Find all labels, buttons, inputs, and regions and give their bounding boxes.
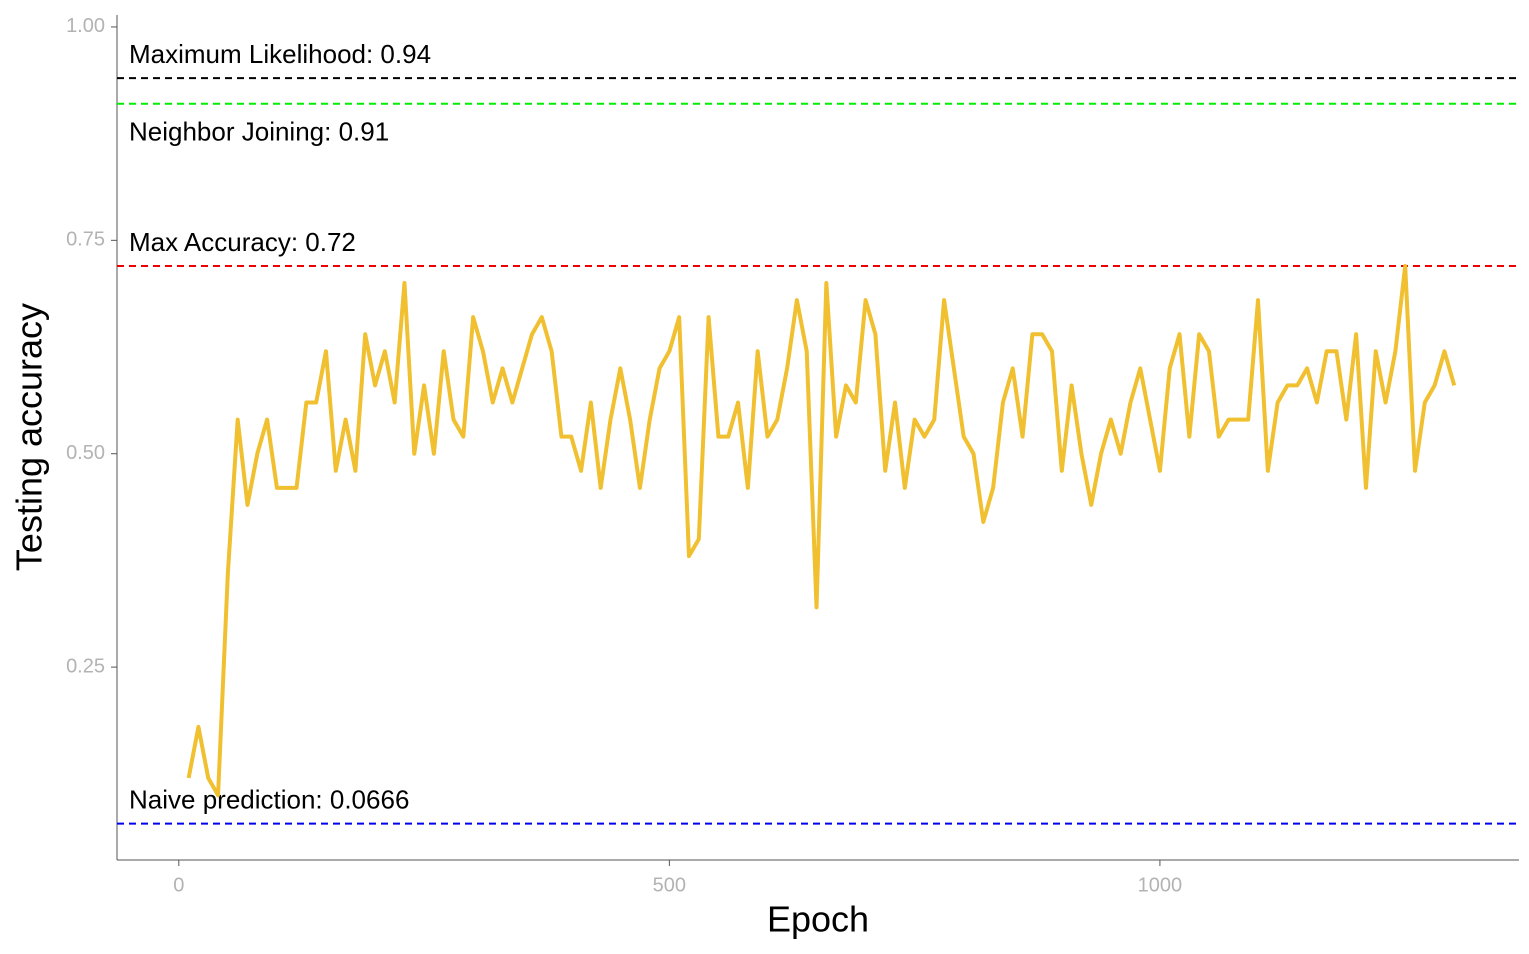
y-axis-title: Testing accuracy	[9, 303, 50, 571]
x-tick-label: 1000	[1138, 874, 1183, 896]
y-tick-label: 1.00	[66, 15, 105, 37]
x-axis-title: Epoch	[767, 899, 869, 940]
y-tick-label: 0.50	[66, 442, 105, 464]
reference-label: Maximum Likelihood: 0.94	[129, 39, 431, 69]
reference-label: Max Accuracy: 0.72	[129, 227, 356, 257]
y-tick-label: 0.75	[66, 229, 105, 251]
reference-label: Neighbor Joining: 0.91	[129, 117, 389, 147]
y-tick-label: 0.25	[66, 655, 105, 677]
x-tick-label: 500	[653, 874, 686, 896]
reference-label: Naive prediction: 0.0666	[129, 785, 409, 815]
accuracy-line	[186, 263, 1457, 798]
x-tick-label: 0	[173, 874, 184, 896]
